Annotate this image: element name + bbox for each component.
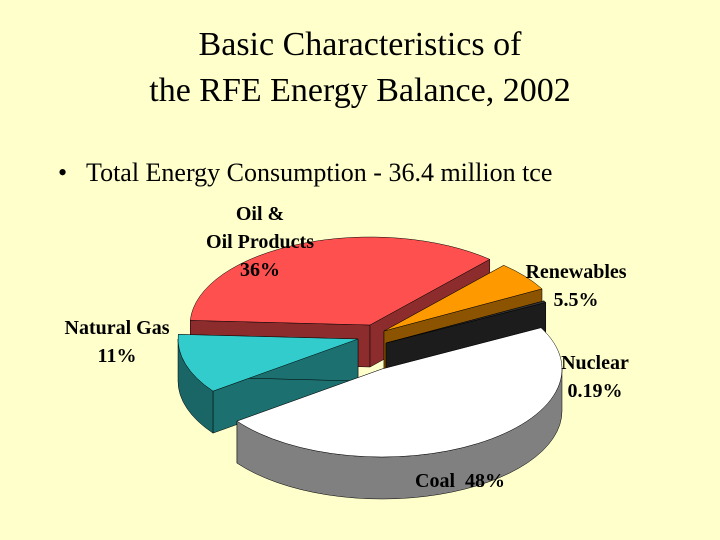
slice-renewables-top: [383, 265, 543, 332]
bullet-item: • Total Energy Consumption - 36.4 million…: [58, 158, 552, 188]
label-nuclear-name: Nuclear: [561, 352, 629, 374]
bullet-text: Total Energy Consumption - 36.4 million …: [86, 158, 553, 187]
label-renewables-name: Renewables: [525, 261, 627, 283]
label-natural-gas-value: 11%: [97, 345, 137, 367]
label-renewables-value: 5.5%: [553, 289, 599, 311]
label-oil-value: 36%: [240, 259, 280, 281]
label-oil: Oil & Oil Products 36%: [190, 200, 330, 284]
pie-slices: [177, 236, 563, 500]
slice-coal: [236, 327, 563, 500]
slide-title-line-2: the RFE Energy Balance, 2002: [149, 72, 571, 109]
bullet-symbol: •: [58, 158, 68, 187]
label-nuclear: Nuclear 0.19%: [530, 349, 660, 405]
label-oil-line-2: Oil Products: [206, 231, 314, 253]
slice-natural-gas-top: [177, 334, 359, 392]
label-coal-name: Coal: [415, 470, 455, 492]
slice-nuclear-top: [385, 300, 547, 344]
label-natural-gas-name: Natural Gas: [64, 317, 170, 339]
slice-natural-gas: [177, 334, 359, 434]
label-coal: Coal 48%: [380, 467, 540, 495]
label-natural-gas: Natural Gas 11%: [52, 314, 182, 370]
slide-title-line-1: Basic Characteristics of: [198, 26, 522, 63]
label-oil-line-1: Oil &: [235, 203, 285, 225]
slice-oil-oil-products-top: [189, 236, 491, 326]
label-coal-value: 48%: [465, 470, 505, 492]
label-nuclear-value: 0.19%: [567, 380, 623, 402]
slide-title: Basic Characteristics of the RFE Energy …: [0, 22, 720, 114]
label-renewables: Renewables 5.5%: [506, 258, 646, 314]
slice-coal-top: [236, 327, 563, 458]
